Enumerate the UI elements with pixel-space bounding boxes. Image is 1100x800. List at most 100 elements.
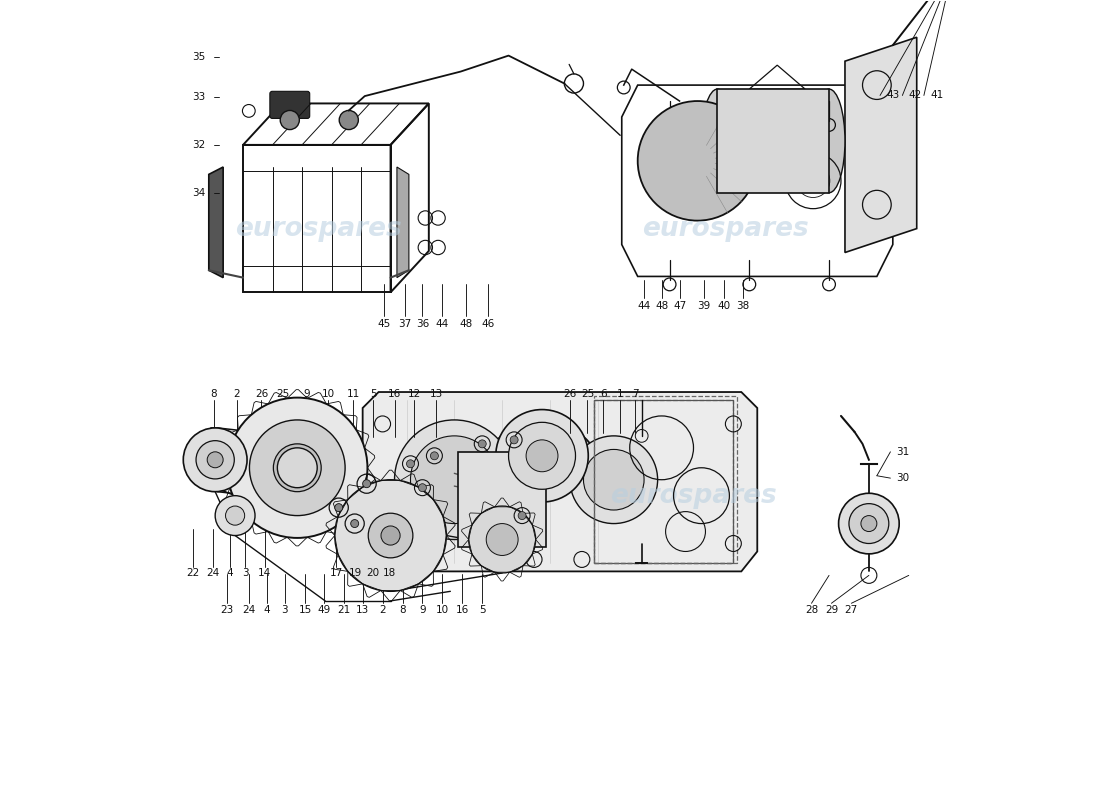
Circle shape	[838, 494, 899, 554]
Circle shape	[196, 441, 234, 479]
Bar	[594, 396, 737, 563]
Text: eurospares: eurospares	[235, 482, 403, 509]
Ellipse shape	[702, 89, 734, 193]
Text: 4: 4	[227, 568, 233, 578]
Circle shape	[410, 436, 498, 523]
Circle shape	[518, 512, 526, 519]
Bar	[459, 452, 546, 547]
Circle shape	[339, 110, 359, 130]
Text: 2: 2	[379, 605, 386, 614]
Text: 42: 42	[909, 90, 922, 101]
Text: 28: 28	[805, 605, 818, 614]
Text: 5: 5	[370, 389, 376, 398]
Text: 41: 41	[930, 90, 944, 101]
Text: 36: 36	[416, 319, 429, 330]
Text: 48: 48	[460, 319, 473, 330]
Text: 13: 13	[429, 389, 442, 398]
Text: 31: 31	[895, 447, 909, 457]
Text: 44: 44	[436, 319, 449, 330]
Circle shape	[418, 484, 427, 492]
Circle shape	[351, 519, 359, 527]
Text: 14: 14	[258, 568, 272, 578]
Circle shape	[638, 101, 757, 221]
Text: 26: 26	[255, 389, 268, 398]
Text: 1: 1	[617, 389, 624, 398]
Circle shape	[286, 457, 308, 479]
Circle shape	[368, 514, 412, 558]
Text: eurospares: eurospares	[642, 215, 808, 242]
Text: 47: 47	[673, 301, 686, 311]
Circle shape	[526, 440, 558, 472]
Text: 9: 9	[304, 389, 310, 398]
Text: 15: 15	[298, 605, 312, 614]
Text: eurospares: eurospares	[610, 482, 777, 509]
Text: 10: 10	[436, 605, 449, 614]
Text: 12: 12	[408, 389, 421, 398]
Circle shape	[280, 110, 299, 130]
Text: 16: 16	[388, 389, 401, 398]
Ellipse shape	[813, 89, 845, 193]
Circle shape	[207, 452, 223, 468]
Circle shape	[277, 448, 317, 488]
Text: 16: 16	[455, 605, 469, 614]
Circle shape	[469, 506, 536, 573]
Text: 45: 45	[377, 319, 390, 330]
Text: 4: 4	[264, 605, 271, 614]
Circle shape	[478, 440, 486, 448]
Text: 24: 24	[242, 605, 255, 614]
Circle shape	[510, 436, 518, 444]
Circle shape	[430, 452, 439, 460]
Text: 46: 46	[481, 319, 494, 330]
Text: 26: 26	[563, 389, 576, 398]
Polygon shape	[363, 392, 757, 571]
Text: 44: 44	[637, 301, 651, 311]
Text: 5: 5	[478, 605, 485, 614]
Text: 2: 2	[233, 389, 240, 398]
Circle shape	[216, 496, 255, 535]
Text: 11: 11	[346, 389, 360, 398]
Circle shape	[496, 410, 588, 502]
Text: 27: 27	[845, 605, 858, 614]
Circle shape	[656, 119, 739, 202]
Polygon shape	[209, 167, 223, 278]
Circle shape	[583, 450, 645, 510]
Circle shape	[250, 420, 345, 515]
Bar	[594, 400, 734, 563]
Circle shape	[861, 515, 877, 531]
Circle shape	[407, 460, 415, 468]
Circle shape	[381, 526, 400, 545]
Text: 7: 7	[632, 389, 639, 398]
Circle shape	[508, 422, 575, 490]
Circle shape	[334, 504, 343, 512]
Text: 8: 8	[399, 605, 406, 614]
Text: 40: 40	[717, 301, 730, 311]
Text: 3: 3	[282, 605, 288, 614]
Circle shape	[184, 428, 248, 492]
Text: 38: 38	[736, 301, 749, 311]
Text: eurospares: eurospares	[235, 215, 403, 242]
Circle shape	[363, 480, 371, 488]
Polygon shape	[397, 167, 409, 278]
Text: 8: 8	[210, 389, 217, 398]
Bar	[717, 89, 829, 193]
Circle shape	[395, 420, 514, 539]
Polygon shape	[845, 38, 916, 253]
Text: 30: 30	[895, 473, 909, 483]
FancyBboxPatch shape	[270, 91, 310, 118]
Text: 25: 25	[276, 389, 289, 398]
Text: 37: 37	[398, 319, 411, 330]
Text: 17: 17	[330, 568, 343, 578]
Text: 25: 25	[581, 389, 594, 398]
Text: 24: 24	[206, 568, 219, 578]
Circle shape	[226, 506, 244, 525]
Circle shape	[274, 444, 321, 492]
Circle shape	[227, 398, 367, 538]
Text: 29: 29	[825, 605, 838, 614]
Text: 49: 49	[318, 605, 331, 614]
Text: 6: 6	[601, 389, 607, 398]
Text: 19: 19	[349, 568, 362, 578]
Text: 48: 48	[656, 301, 669, 311]
Text: 22: 22	[186, 568, 199, 578]
Bar	[243, 145, 390, 292]
Text: 18: 18	[383, 568, 396, 578]
